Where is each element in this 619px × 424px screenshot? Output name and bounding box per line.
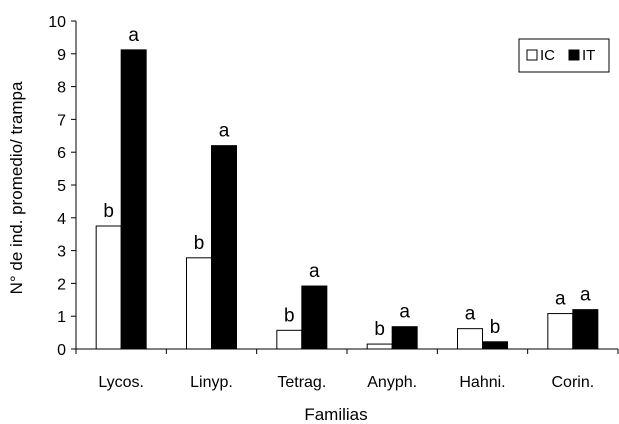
y-tick-label: 3 xyxy=(57,244,66,261)
significance-label: b xyxy=(194,233,205,254)
bar-ic xyxy=(95,225,122,350)
x-tick-label: Lycos. xyxy=(98,374,144,391)
legend-swatch xyxy=(568,49,580,61)
y-axis: 0 1 2 3 4 5 6 7 8 9 10 xyxy=(48,14,77,359)
bar-it xyxy=(572,309,599,350)
significance-label: b xyxy=(490,317,501,338)
bar-ic xyxy=(547,313,574,350)
bar-it xyxy=(120,49,147,350)
significance-label: b xyxy=(103,201,114,222)
bars xyxy=(95,49,599,350)
significance-label: a xyxy=(399,302,410,323)
bar-ic xyxy=(276,329,303,350)
x-tick-label: Tetrag. xyxy=(277,374,326,391)
y-tick-label: 10 xyxy=(48,14,66,31)
x-axis: Lycos. Linyp. Tetrag. Anyph. Hahni. Corin. xyxy=(75,348,619,391)
bar-ic xyxy=(457,328,483,350)
bar-it xyxy=(211,145,237,350)
y-tick-label: 9 xyxy=(57,47,66,64)
legend-label: IC xyxy=(540,47,555,64)
y-tick-label: 7 xyxy=(57,112,66,129)
significance-label: a xyxy=(309,261,320,282)
legend-label: IT xyxy=(582,47,595,64)
legend-swatch xyxy=(526,49,538,61)
bar-ic xyxy=(366,343,393,350)
significance-label: a xyxy=(580,285,591,306)
significance-label: a xyxy=(219,121,230,142)
x-tick-label: Anyph. xyxy=(367,374,417,391)
y-tick-label: 4 xyxy=(57,211,66,228)
y-axis-label: N° de ind. promedio/ trampa xyxy=(7,81,26,294)
y-tick-label: 1 xyxy=(57,309,66,326)
x-tick-label: Linyp. xyxy=(190,374,233,391)
bar-it xyxy=(301,285,328,350)
bar-ic xyxy=(186,257,212,350)
x-tick-label: Hahni. xyxy=(459,374,505,391)
y-tick-label: 0 xyxy=(57,342,66,359)
significance-label: a xyxy=(555,289,566,310)
legend: IC IT xyxy=(518,38,610,73)
significance-label: b xyxy=(284,305,295,326)
significance-label: b xyxy=(374,319,385,340)
y-tick-label: 6 xyxy=(57,145,66,162)
y-tick-label: 5 xyxy=(57,178,66,195)
bar-it xyxy=(391,326,418,350)
significance-label: a xyxy=(128,25,139,46)
significance-label: a xyxy=(465,304,476,325)
x-tick-label: Corin. xyxy=(551,374,594,391)
x-axis-label: Familias xyxy=(304,405,367,424)
bar-it xyxy=(482,341,508,350)
y-tick-label: 8 xyxy=(57,80,66,97)
y-tick-label: 2 xyxy=(57,276,66,293)
